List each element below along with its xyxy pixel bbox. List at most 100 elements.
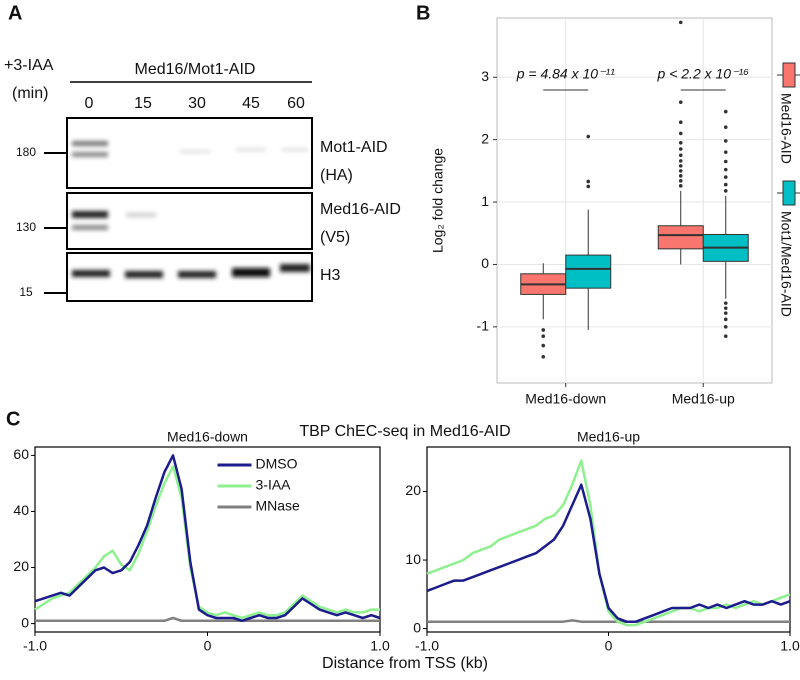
outlier	[678, 100, 683, 105]
panel-label: C	[6, 408, 20, 430]
outlier	[678, 20, 683, 25]
band	[280, 264, 310, 272]
band	[236, 148, 266, 151]
series-line	[427, 619, 790, 623]
y-tick-label: 10	[405, 551, 421, 567]
y-tick-label: 40	[13, 502, 29, 518]
chart-subtitle: Med16-up	[577, 429, 640, 445]
legend-key	[782, 180, 796, 206]
outlier	[678, 140, 683, 145]
band	[72, 152, 108, 157]
y-tick-label: 2	[481, 130, 489, 146]
outlier	[723, 301, 728, 305]
legend-label: DMSO	[256, 456, 298, 472]
protein-label: Med16-AID	[320, 201, 401, 218]
x-tick-label: -1.0	[23, 638, 47, 654]
legend-label: 3-IAA	[256, 477, 292, 493]
time-label: 0	[85, 95, 94, 112]
outlier	[678, 131, 683, 136]
x-tick-label: Med16-down	[525, 391, 606, 407]
outlier	[723, 109, 728, 114]
outlier	[678, 147, 683, 151]
y-tick-label: 0	[481, 255, 489, 271]
panel-label: B	[416, 2, 430, 24]
band	[232, 268, 270, 277]
legend-label: MNase	[256, 498, 301, 514]
outlier	[678, 120, 683, 124]
band	[72, 225, 108, 230]
outlier	[723, 182, 728, 187]
x-axis-label: Distance from TSS (kb)	[322, 655, 488, 672]
outlier	[723, 125, 728, 129]
y-tick-label: 20	[13, 558, 29, 574]
box	[565, 254, 612, 289]
legend-label: Med16-AID	[778, 93, 794, 164]
x-tick-label: Med16-up	[672, 391, 735, 407]
series-line	[35, 616, 380, 623]
x-tick-label: 1.0	[780, 638, 800, 654]
treatment-label: +3-IAA	[4, 57, 54, 74]
band	[125, 271, 163, 278]
outlier	[723, 334, 728, 339]
time-label: 15	[134, 95, 152, 112]
y-tick-label: 0	[21, 614, 29, 630]
strain-label: Med16/Mot1-AID	[135, 61, 256, 78]
y-tick-label: -1	[477, 318, 490, 334]
series-line	[34, 454, 381, 623]
protein-label: H3	[320, 267, 341, 284]
y-tick-label: 20	[405, 482, 421, 498]
outlier	[678, 169, 683, 173]
outlier	[678, 159, 683, 163]
outlier	[723, 317, 728, 322]
outlier	[541, 334, 546, 339]
band	[72, 211, 108, 218]
legend-key	[782, 62, 796, 88]
outlier	[723, 325, 728, 329]
p-value: p = 4.84 x 10⁻¹¹	[516, 66, 615, 82]
tag-label: (HA)	[320, 167, 353, 184]
band	[180, 150, 210, 153]
outlier	[678, 179, 683, 183]
outlier	[586, 134, 591, 139]
y-tick-label: 3	[481, 68, 489, 84]
outlier	[678, 153, 683, 158]
outlier	[723, 306, 728, 310]
outlier	[541, 343, 546, 348]
y-tick-label: 1	[481, 193, 489, 209]
outlier	[723, 159, 728, 164]
band	[282, 148, 308, 151]
panel-label: A	[8, 2, 22, 24]
time-label: 30	[188, 95, 206, 112]
outlier	[723, 167, 728, 172]
series-line	[426, 483, 791, 623]
blot-panel	[66, 192, 313, 250]
outlier	[678, 174, 683, 178]
outlier	[586, 184, 591, 189]
outlier	[678, 184, 683, 188]
p-value: p < 2.2 x 10⁻¹⁶	[657, 66, 750, 82]
outlier	[723, 139, 728, 143]
time-label: 45	[242, 95, 260, 112]
mw-marker: 180	[16, 145, 36, 159]
mw-marker: 130	[16, 220, 36, 234]
outlier	[723, 189, 728, 193]
western-blot: +3-IAA (min) Med16/Mot1-AID 0 15 30 45 6…	[4, 57, 401, 302]
series-line	[34, 465, 380, 620]
outlier	[723, 150, 728, 154]
x-tick-label: -1.0	[415, 638, 439, 654]
y-tick-label: 60	[13, 446, 29, 462]
outlier	[678, 164, 683, 168]
y-axis-label: Log₂ fold change	[430, 148, 446, 253]
outlier	[723, 175, 728, 179]
x-tick-label: 0	[204, 638, 212, 654]
time-label: 60	[287, 95, 305, 112]
tag-label: (V5)	[320, 229, 350, 246]
protein-label: Mot1-AID	[320, 139, 388, 156]
outlier	[541, 354, 546, 359]
band	[178, 271, 216, 278]
band	[126, 213, 156, 217]
panel-c-title: TBP ChEC-seq in Med16-AID	[299, 423, 510, 440]
outlier	[586, 179, 591, 184]
box	[657, 225, 704, 250]
